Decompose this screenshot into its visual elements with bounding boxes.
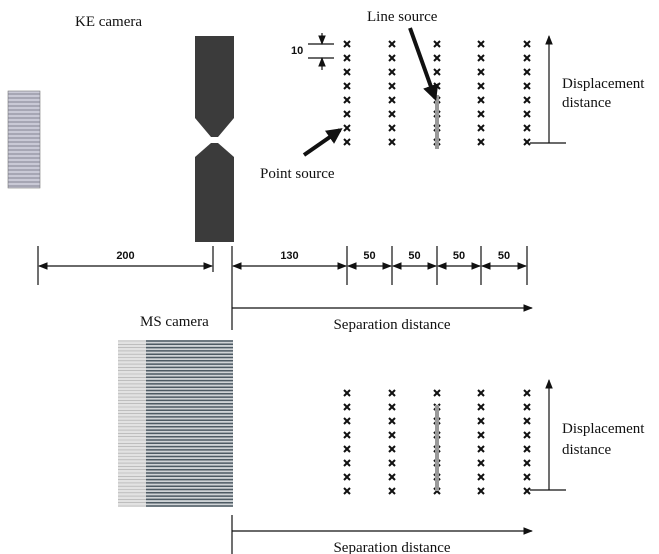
dimension-label: 50 [453, 250, 465, 262]
source-mark [343, 431, 351, 439]
source-mark [388, 389, 396, 397]
source-mark [433, 389, 441, 397]
source-mark [523, 417, 531, 425]
displacement-label: distance [562, 95, 611, 111]
source-mark [477, 473, 485, 481]
source-mark [523, 96, 531, 104]
camera-label: MS camera [140, 314, 209, 330]
source-mark [343, 138, 351, 146]
source-mark [388, 487, 396, 495]
source-mark [388, 445, 396, 453]
source-mark [343, 473, 351, 481]
source-mark [523, 124, 531, 132]
source-mark [388, 473, 396, 481]
source-mark [343, 417, 351, 425]
source-mark [388, 459, 396, 467]
source-mark [523, 473, 531, 481]
dimension-label: 50 [363, 250, 375, 262]
point-source-label: Point source [260, 166, 335, 182]
source-mark [388, 403, 396, 411]
source-mark [477, 82, 485, 90]
line-source-label: Line source [367, 9, 438, 25]
source-mark [343, 82, 351, 90]
line-source-bar [435, 405, 439, 491]
displacement-label: Displacement [562, 421, 645, 437]
source-mark [523, 40, 531, 48]
spacing-label: 10 [291, 45, 303, 57]
source-mark [343, 40, 351, 48]
source-mark [388, 110, 396, 118]
source-mark [343, 110, 351, 118]
source-mark [388, 138, 396, 146]
source-mark [523, 110, 531, 118]
source-mark [433, 40, 441, 48]
source-mark [388, 124, 396, 132]
source-mark [477, 445, 485, 453]
dimension-label: 50 [408, 250, 420, 262]
source-mark [477, 40, 485, 48]
source-mark [343, 54, 351, 62]
source-mark [523, 138, 531, 146]
source-mark [388, 40, 396, 48]
pointer-arrow [408, 27, 439, 102]
source-mark [523, 403, 531, 411]
collimator [195, 36, 234, 137]
source-mark [477, 110, 485, 118]
source-mark [477, 96, 485, 104]
source-mark [343, 445, 351, 453]
source-mark [343, 389, 351, 397]
source-mark [388, 417, 396, 425]
source-mark [388, 82, 396, 90]
source-mark [433, 54, 441, 62]
source-mark [523, 445, 531, 453]
source-mark [388, 431, 396, 439]
source-mark [523, 487, 531, 495]
dimension-label: 200 [116, 250, 134, 262]
source-mark [477, 487, 485, 495]
source-mark [343, 96, 351, 104]
source-mark [477, 138, 485, 146]
source-mark [523, 431, 531, 439]
source-mark [388, 68, 396, 76]
source-mark [523, 82, 531, 90]
displacement-label: distance [562, 442, 611, 458]
source-mark [343, 403, 351, 411]
collimator [195, 143, 234, 242]
source-mark [523, 54, 531, 62]
source-mark [388, 96, 396, 104]
source-mark [343, 487, 351, 495]
line-source-bar [435, 95, 439, 149]
source-mark [523, 459, 531, 467]
pointer-arrow [302, 128, 343, 157]
source-mark [343, 459, 351, 467]
source-mark [343, 68, 351, 76]
separation-label: Separation distance [333, 317, 450, 333]
dimension-label: 130 [280, 250, 298, 262]
source-mark [477, 54, 485, 62]
source-mark [523, 389, 531, 397]
source-mark [477, 459, 485, 467]
source-mark [343, 124, 351, 132]
camera-label: KE camera [75, 14, 142, 30]
dimension-label: 50 [498, 250, 510, 262]
source-mark [477, 68, 485, 76]
separation-label: Separation distance [333, 540, 450, 554]
source-mark [477, 417, 485, 425]
camera [7, 90, 41, 189]
source-mark [477, 403, 485, 411]
displacement-label: Displacement [562, 76, 645, 92]
source-mark [477, 124, 485, 132]
source-mark [433, 68, 441, 76]
source-mark [523, 68, 531, 76]
source-mark [388, 54, 396, 62]
source-mark [477, 431, 485, 439]
source-mark [477, 389, 485, 397]
